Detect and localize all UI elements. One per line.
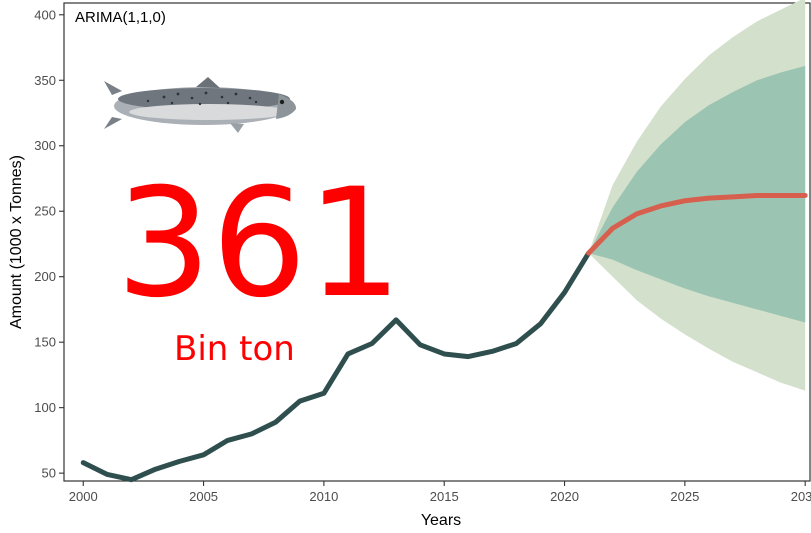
series-lines [80,193,808,483]
y-tick-label: 150 [34,335,56,350]
axis-ticks: 2000 2005 2010 2015 2020 2025 2030 50 100 150 200 2… [34,7,811,504]
y-tick-label: 400 [34,7,56,22]
y-tick-label: 50 [42,466,56,481]
x-tick-label: 2020 [550,489,579,504]
highlight-unit: Bin ton [174,329,295,369]
x-tick-label: 2005 [189,489,218,504]
history-line [80,250,592,483]
highlight-value: 361 [116,157,402,331]
forecast-line [586,193,808,256]
model-label: ARIMA(1,1,0) [75,9,166,26]
y-tick-label: 100 [34,400,56,415]
x-tick-label: 2015 [430,489,459,504]
salmon-fish-illustration [104,77,297,133]
confidence-band-80 [588,65,806,323]
y-axis-title: Amount (1000 x Tonnes) [8,155,25,329]
x-tick-label: 2025 [670,489,699,504]
y-tick-label: 200 [34,269,56,284]
x-tick-label: 2010 [309,489,338,504]
y-tick-label: 250 [34,204,56,219]
y-tick-label: 350 [34,73,56,88]
confidence-bands [588,0,806,391]
x-tick-label: 2030 [791,489,811,504]
y-tick-label: 300 [34,138,56,153]
x-axis-title: Years [421,512,461,529]
x-tick-label: 2000 [69,489,98,504]
